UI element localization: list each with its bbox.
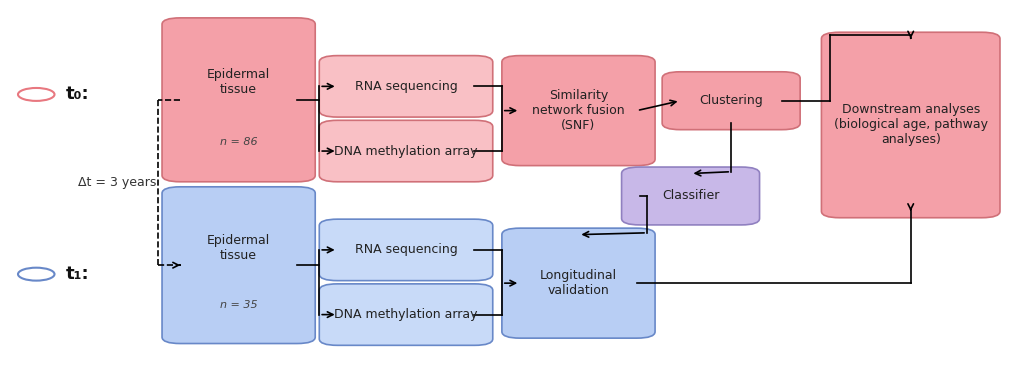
Text: DNA methylation array: DNA methylation array: [334, 308, 477, 321]
Text: n = 86: n = 86: [220, 137, 257, 147]
Text: Downstream analyses
(biological age, pathway
analyses): Downstream analyses (biological age, pat…: [833, 104, 986, 146]
FancyBboxPatch shape: [501, 228, 654, 338]
FancyBboxPatch shape: [162, 18, 315, 182]
Text: Similarity
network fusion
(SNF): Similarity network fusion (SNF): [532, 89, 625, 132]
FancyBboxPatch shape: [661, 72, 799, 130]
FancyBboxPatch shape: [319, 120, 492, 182]
Text: t₀:: t₀:: [65, 85, 90, 103]
FancyBboxPatch shape: [162, 187, 315, 343]
Text: Clustering: Clustering: [699, 94, 762, 107]
FancyBboxPatch shape: [319, 219, 492, 281]
FancyBboxPatch shape: [621, 167, 759, 225]
Text: DNA methylation array: DNA methylation array: [334, 145, 477, 158]
FancyBboxPatch shape: [820, 32, 999, 218]
FancyBboxPatch shape: [319, 284, 492, 345]
Text: Epidermal
tissue: Epidermal tissue: [207, 68, 270, 96]
Text: Δt = 3 years: Δt = 3 years: [78, 176, 157, 189]
Text: t₁:: t₁:: [65, 265, 90, 283]
FancyBboxPatch shape: [501, 55, 654, 166]
Text: RNA sequencing: RNA sequencing: [355, 80, 457, 93]
Text: Classifier: Classifier: [661, 189, 718, 203]
Text: Longitudinal
validation: Longitudinal validation: [539, 269, 616, 297]
Text: RNA sequencing: RNA sequencing: [355, 243, 457, 256]
Text: n = 35: n = 35: [220, 300, 257, 310]
Text: Epidermal
tissue: Epidermal tissue: [207, 234, 270, 262]
FancyBboxPatch shape: [319, 55, 492, 117]
